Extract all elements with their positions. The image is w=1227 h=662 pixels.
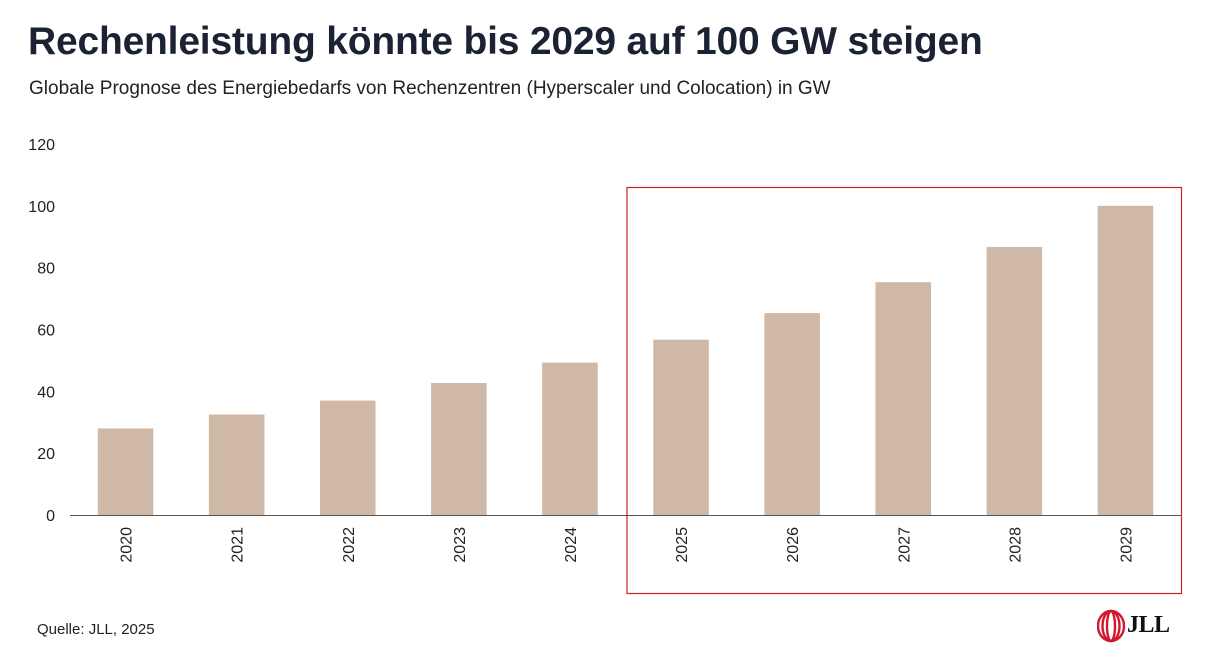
bar bbox=[431, 382, 487, 515]
bar bbox=[97, 428, 154, 515]
bar bbox=[319, 400, 376, 515]
y-tick-label: 120 bbox=[28, 137, 55, 154]
bar bbox=[875, 282, 932, 515]
y-tick-label: 80 bbox=[37, 261, 55, 278]
x-tick-label: 2027 bbox=[896, 527, 913, 563]
chart-title: Rechenleistung könnte bis 2029 auf 100 G… bbox=[28, 20, 983, 63]
y-tick-label: 40 bbox=[37, 384, 55, 401]
bar bbox=[208, 414, 265, 515]
x-tick-label: 2021 bbox=[230, 527, 247, 563]
x-axis-tick-labels: 2020 2021 2022 2023 2024 2025 2026 2027 2028 2029 bbox=[119, 527, 1136, 563]
bar bbox=[542, 362, 598, 515]
x-tick-label: 2024 bbox=[563, 527, 580, 563]
forecast-highlight-box bbox=[626, 186, 1183, 595]
y-tick-label: 60 bbox=[37, 323, 55, 340]
jll-logo: JLL bbox=[1096, 609, 1171, 643]
forecast-highlight bbox=[626, 186, 1183, 595]
bar bbox=[1097, 205, 1154, 516]
x-tick-label: 2026 bbox=[785, 527, 802, 563]
x-tick-label: 2023 bbox=[452, 527, 469, 563]
source-note: Quelle: JLL, 2025 bbox=[37, 621, 155, 638]
bar bbox=[986, 246, 1043, 515]
chart-subtitle: Globale Prognose des Energiebedarfs von … bbox=[29, 78, 831, 99]
jll-logo-text: JLL bbox=[1127, 612, 1170, 638]
y-tick-label: 20 bbox=[37, 446, 55, 463]
x-tick-label: 2028 bbox=[1007, 527, 1024, 563]
y-tick-label: 0 bbox=[46, 508, 55, 525]
bar-series bbox=[97, 205, 1154, 516]
x-tick-label: 2029 bbox=[1118, 527, 1135, 563]
y-axis-tick-labels: 0 20 40 60 80 100 120 bbox=[28, 137, 55, 525]
x-tick-label: 2020 bbox=[119, 527, 136, 563]
x-tick-label: 2025 bbox=[674, 527, 691, 563]
y-tick-label: 100 bbox=[28, 199, 55, 216]
jll-logo-mark-icon bbox=[1096, 609, 1126, 643]
x-tick-label: 2022 bbox=[341, 527, 358, 563]
bar bbox=[764, 313, 820, 515]
bar bbox=[653, 339, 709, 515]
